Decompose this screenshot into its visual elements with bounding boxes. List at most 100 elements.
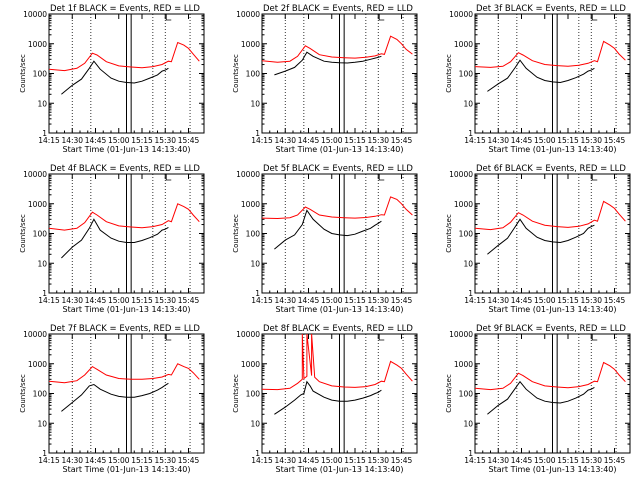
x-tick-label: 15:00 <box>321 296 343 305</box>
panel-title: Det 3f BLACK = Events, RED = LLD <box>476 4 626 14</box>
events-series-line <box>61 60 169 95</box>
x-tick-label: 15:15 <box>131 136 153 145</box>
y-axis-label: Counts/sec <box>232 214 240 253</box>
y-tick-label: 10 <box>463 259 473 268</box>
y-tick-label: 10000 <box>236 330 260 339</box>
panel-title: Det 1f BLACK = Events, RED = LLD <box>50 4 200 14</box>
attenuator-bracket <box>378 14 385 21</box>
lld-series-line <box>262 196 413 220</box>
y-tick-label: 10000 <box>449 330 473 339</box>
x-tick-label: 14:45 <box>85 136 107 145</box>
attenuator-bracket <box>591 174 598 181</box>
x-tick-label: 14:45 <box>511 456 533 465</box>
x-axis-label: Start Time (01-Jun-13 14:13:40) <box>276 305 404 314</box>
x-tick-label: 15:30 <box>154 296 176 305</box>
x-tick-label: 15:30 <box>580 456 602 465</box>
y-tick-label: 100 <box>459 390 474 399</box>
x-tick-label: 15:00 <box>108 456 130 465</box>
x-tick-label: 15:00 <box>108 136 130 145</box>
y-axis-label: Counts/sec <box>232 54 240 93</box>
x-tick-label: 15:45 <box>178 456 200 465</box>
y-tick-label: 10 <box>37 419 47 428</box>
y-tick-label: 1 <box>468 289 473 298</box>
y-tick-label: 10000 <box>449 10 473 19</box>
panel-det-7: Det 7f BLACK = Events, RED = LLD 1 10 100 10… <box>19 324 205 474</box>
panel-title: Det 4f BLACK = Events, RED = LLD <box>50 164 200 174</box>
x-tick-label: 15:15 <box>131 296 153 305</box>
lld-series-line <box>49 41 200 72</box>
x-tick-label: 14:45 <box>85 456 107 465</box>
y-tick-label: 1000 <box>241 360 260 369</box>
y-tick-label: 1000 <box>454 40 473 49</box>
lld-series-line <box>262 35 413 63</box>
x-tick-label: 15:30 <box>367 136 389 145</box>
x-tick-label: 15:15 <box>557 456 579 465</box>
x-tick-label: 14:30 <box>487 456 509 465</box>
events-series-line <box>61 382 169 412</box>
lld-series-line <box>475 361 626 391</box>
y-tick-label: 100 <box>33 230 48 239</box>
y-tick-label: 100 <box>246 230 261 239</box>
x-tick-label: 15:30 <box>154 136 176 145</box>
y-tick-label: 10 <box>250 419 260 428</box>
y-tick-label: 10 <box>37 99 47 108</box>
attenuator-bracket <box>591 14 598 21</box>
y-tick-label: 1 <box>255 289 260 298</box>
x-tick-label: 14:15 <box>38 456 60 465</box>
x-tick-label: 15:00 <box>534 296 556 305</box>
x-axis-label: Start Time (01-Jun-13 14:13:40) <box>276 465 404 474</box>
y-tick-label: 1 <box>255 129 260 138</box>
x-axis-label: Start Time (01-Jun-13 14:13:40) <box>489 305 617 314</box>
y-tick-label: 1000 <box>454 360 473 369</box>
x-tick-label: 15:15 <box>344 456 366 465</box>
y-tick-label: 1 <box>42 449 47 458</box>
y-tick-label: 10000 <box>23 10 47 19</box>
events-series-line <box>61 218 169 259</box>
events-series-line <box>487 218 595 255</box>
x-tick-label: 15:15 <box>344 296 366 305</box>
x-tick-label: 14:30 <box>61 456 83 465</box>
x-axis-label: Start Time (01-Jun-13 14:13:40) <box>489 145 617 154</box>
x-tick-label: 14:30 <box>487 136 509 145</box>
x-tick-label: 14:15 <box>464 136 486 145</box>
y-tick-label: 1000 <box>241 40 260 49</box>
x-tick-label: 15:45 <box>604 296 626 305</box>
x-tick-label: 15:45 <box>391 296 413 305</box>
x-axis-label: Start Time (01-Jun-13 14:13:40) <box>63 145 191 154</box>
y-axis-label: Counts/sec <box>445 374 453 413</box>
y-tick-label: 1000 <box>454 200 473 209</box>
panel-det-8: Det 8f BLACK = Events, RED = LLD 1 10 100 10… <box>232 324 418 474</box>
attenuator-bracket <box>591 334 598 341</box>
y-tick-label: 100 <box>459 230 474 239</box>
y-tick-label: 100 <box>246 70 261 79</box>
y-tick-label: 10 <box>250 99 260 108</box>
y-axis-label: Counts/sec <box>445 54 453 93</box>
lld-series-line <box>49 203 200 231</box>
panel-det-1: Det 1f BLACK = Events, RED = LLD 1 10 100 10… <box>19 4 205 154</box>
x-tick-label: 15:45 <box>178 136 200 145</box>
x-tick-label: 15:00 <box>108 296 130 305</box>
y-tick-label: 1 <box>468 129 473 138</box>
attenuator-bracket <box>378 334 385 341</box>
y-tick-label: 100 <box>246 390 261 399</box>
x-tick-label: 15:30 <box>580 296 602 305</box>
x-tick-label: 15:15 <box>557 136 579 145</box>
y-tick-label: 1000 <box>28 360 47 369</box>
x-tick-label: 14:30 <box>61 296 83 305</box>
panel-title: Det 7f BLACK = Events, RED = LLD <box>50 324 200 334</box>
x-tick-label: 14:15 <box>251 136 273 145</box>
x-tick-label: 14:45 <box>298 296 320 305</box>
x-tick-label: 15:30 <box>367 456 389 465</box>
x-tick-label: 14:30 <box>274 136 296 145</box>
x-tick-label: 15:15 <box>557 296 579 305</box>
x-tick-label: 15:45 <box>604 456 626 465</box>
lld-series-line <box>262 334 413 391</box>
x-tick-label: 14:30 <box>274 456 296 465</box>
y-tick-label: 1 <box>468 449 473 458</box>
x-tick-label: 15:45 <box>391 136 413 145</box>
x-tick-label: 14:45 <box>298 136 320 145</box>
x-tick-label: 15:00 <box>321 136 343 145</box>
x-tick-label: 15:30 <box>154 456 176 465</box>
panel-title: Det 2f BLACK = Events, RED = LLD <box>263 4 413 14</box>
lld-series-line <box>49 363 200 384</box>
